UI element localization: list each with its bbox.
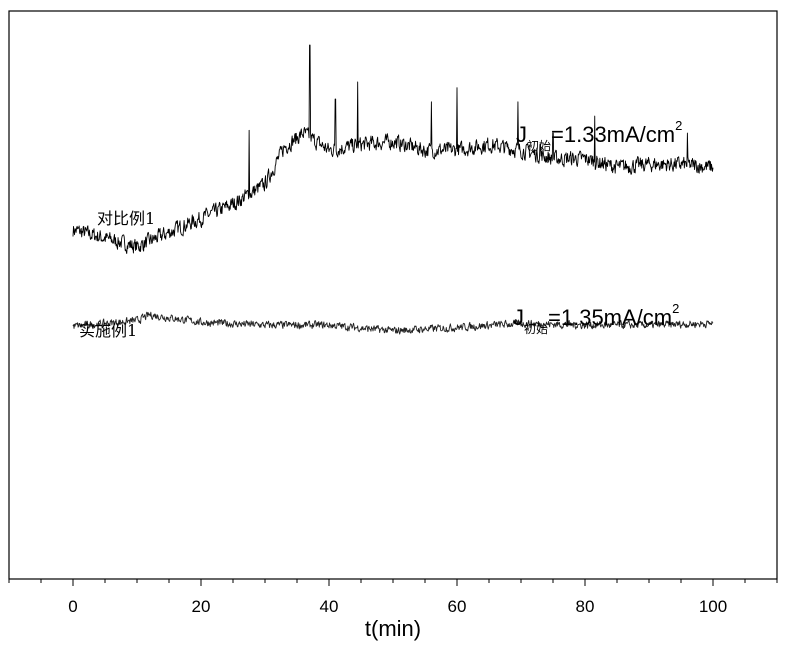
annotation-embodiment-sup: 2 <box>672 301 679 316</box>
x-tick-label: 60 <box>448 597 467 616</box>
series-label-embodiment: 实施例1 <box>79 321 137 340</box>
x-tick-label: 80 <box>576 597 595 616</box>
x-tick-label: 20 <box>192 597 211 616</box>
x-axis: 0 20 40 60 80 100 <box>9 579 777 616</box>
annotation-comparative-main: J <box>516 122 527 147</box>
x-tick-label: 0 <box>68 597 77 616</box>
series-label-comparative: 对比例1 <box>97 209 155 228</box>
x-tick-label: 40 <box>320 597 339 616</box>
annotation-embodiment-rest: =1.35mA/cm <box>548 305 672 330</box>
annotation-embodiment-main: J <box>513 305 524 330</box>
annotation-comparative-sub: 初始 <box>527 139 551 153</box>
x-tick-label: 100 <box>699 597 727 616</box>
series-line-comparative <box>73 45 713 253</box>
annotation-comparative-sup: 2 <box>675 118 682 133</box>
annotation-embodiment: J初始=1.35mA/cm2 <box>513 301 679 336</box>
annotation-embodiment-sub: 初始 <box>524 322 548 336</box>
series-layer <box>73 45 713 334</box>
plot-frame <box>9 11 777 579</box>
annotation-comparative: J初始=1.33mA/cm2 <box>516 118 682 153</box>
x-axis-title: t(min) <box>365 616 421 641</box>
annotation-comparative-rest: =1.33mA/cm <box>551 122 675 147</box>
